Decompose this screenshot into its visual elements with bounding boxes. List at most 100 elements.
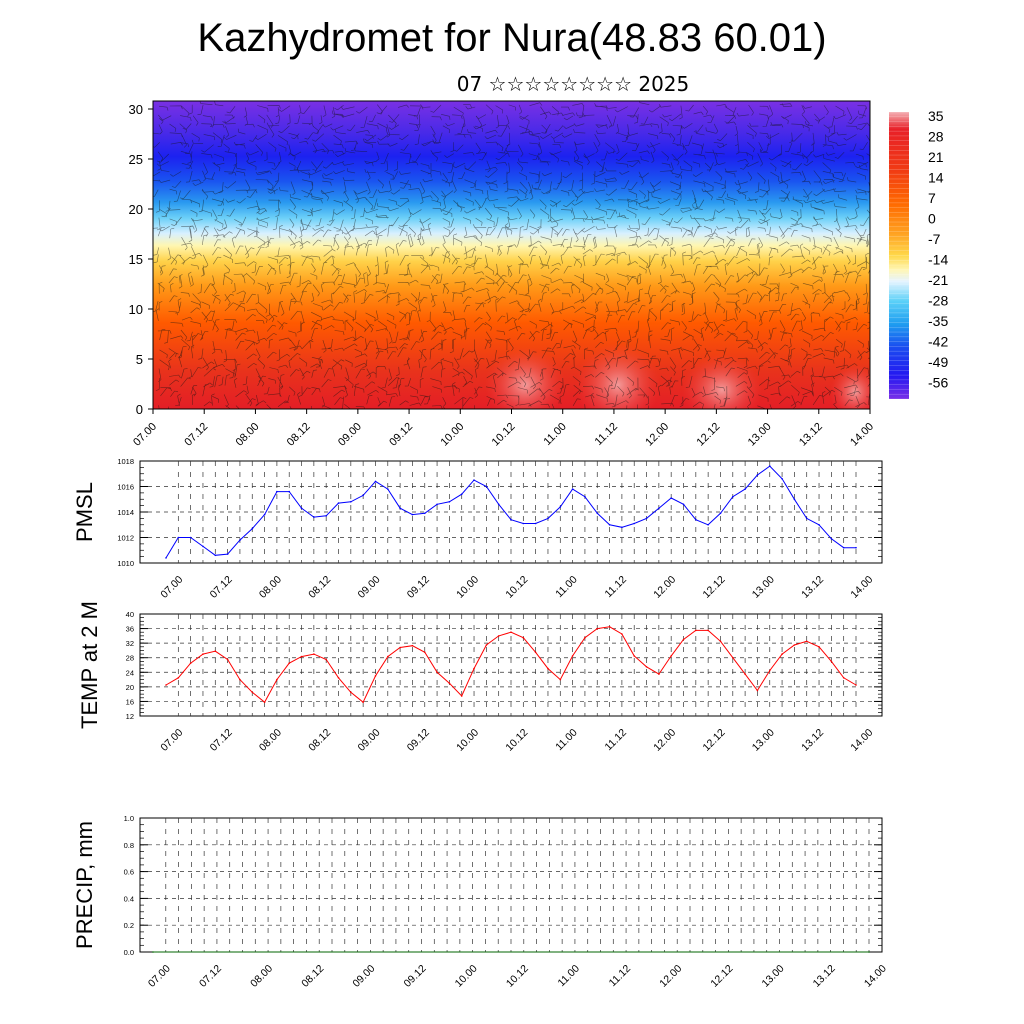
wind-barbs	[153, 101, 870, 409]
x-tick-label: 08.00	[248, 963, 275, 990]
data-point	[485, 644, 488, 646]
heatmap-hotspots	[485, 343, 870, 409]
data-point	[695, 518, 697, 521]
x-tick-label: 10.00	[454, 574, 481, 601]
x-tick-label: 13.12	[799, 574, 826, 601]
data-point	[744, 673, 746, 675]
x-tick-label: 13.00	[760, 963, 787, 990]
x-tick-label: 11.12	[602, 574, 629, 601]
data-point	[436, 671, 438, 674]
heatmap-x-tick-label: 11.12	[593, 421, 620, 448]
x-tick-label: 10.12	[503, 574, 530, 601]
data-point	[868, 951, 870, 953]
data-point	[165, 684, 167, 686]
data-point	[202, 653, 204, 655]
data-point	[670, 655, 672, 657]
data-point	[350, 691, 352, 694]
x-tick-label: 12.12	[701, 574, 728, 601]
data-point	[781, 653, 783, 655]
heatmap-y-tick-label: 20	[129, 202, 143, 217]
data-point	[670, 497, 672, 499]
heatmap-x-tick-label: 13.00	[746, 421, 774, 449]
heatmap-x-tick-label: 10.12	[490, 421, 518, 449]
heatmap-x-tick-label: 09.12	[387, 421, 415, 449]
heatmap-x-tick-label: 11.00	[541, 421, 568, 448]
colorbar-ramp	[889, 112, 909, 399]
wind-barb-strokes	[153, 101, 870, 409]
data-point	[682, 503, 685, 506]
data-point	[645, 517, 648, 520]
data-point	[325, 515, 328, 517]
y-tick-label: 0.6	[124, 868, 134, 877]
data-point	[313, 653, 315, 655]
y-tick-label: 0.8	[124, 841, 134, 850]
data-point	[633, 655, 635, 657]
x-tick-label: 11.12	[607, 963, 634, 990]
data-point	[497, 503, 500, 506]
x-tick-label: 11.00	[553, 727, 580, 754]
data-point	[288, 662, 291, 664]
data-point	[522, 522, 525, 525]
data-point	[337, 677, 340, 679]
data-point	[732, 656, 734, 659]
x-tick-label: 14.00	[848, 574, 875, 601]
y-tick-label: 32	[126, 639, 134, 648]
x-tick-label: 11.00	[556, 963, 583, 990]
x-tick-label: 07.12	[197, 963, 224, 990]
data-point	[362, 494, 364, 497]
heatmap-y-tick-label: 25	[129, 152, 143, 167]
data-point	[707, 524, 709, 526]
x-tick-label: 08.00	[257, 574, 284, 601]
data-point	[658, 507, 660, 510]
data-point	[534, 522, 537, 525]
heatmap-y-tick-label: 5	[136, 352, 143, 367]
data-point	[325, 658, 328, 661]
data-point	[436, 503, 438, 506]
x-tick-label: 09.00	[356, 574, 383, 601]
temp-panel: 12 16 20 24 28 32 36 40 07.00 07.12 08.00 08.12 09.0…	[77, 601, 883, 754]
heatmap-x-tick-label: 08.00	[234, 421, 262, 449]
data-point	[226, 553, 229, 555]
x-tick-label: 11.00	[553, 574, 580, 601]
x-tick-label: 09.12	[405, 574, 432, 601]
chart-subtitle: 07 ☆☆☆☆☆☆☆☆ 2025	[456, 72, 690, 96]
data-point	[818, 646, 820, 648]
data-point	[682, 638, 685, 641]
data-point	[534, 651, 537, 654]
data-point	[214, 650, 217, 652]
data-point	[202, 545, 204, 548]
data-point	[769, 669, 771, 672]
x-tick-label: 10.12	[504, 963, 531, 990]
data-point	[608, 524, 611, 526]
data-point	[732, 495, 734, 498]
x-tick-label: 09.00	[350, 963, 377, 990]
pmsl-panel: 1010 1012 1014 1016 1018 07.00 07.12 08.00 08.12…	[72, 457, 883, 601]
x-tick-label: 08.00	[257, 727, 284, 754]
y-tick-label: 0.0	[124, 948, 134, 957]
x-tick-label: 13.12	[811, 963, 838, 990]
data-point	[842, 546, 845, 549]
y-tick-label: 28	[126, 654, 134, 663]
heatmap-x-tick-label: 07.12	[182, 421, 210, 449]
data-point	[855, 546, 857, 549]
y-tick-label: 0.2	[124, 921, 134, 930]
y-axis-title: PRECIP, mm	[72, 821, 97, 949]
y-tick-label: 1012	[117, 534, 134, 543]
colorbar-label: 0	[928, 211, 936, 227]
data-point	[658, 673, 660, 675]
data-point	[830, 538, 833, 540]
heatmap-y-axis: 0 5 10 15 20 25 30	[129, 102, 153, 417]
data-point	[214, 554, 217, 557]
data-point	[633, 522, 635, 525]
data-point	[584, 495, 586, 498]
x-tick-label: 07.00	[158, 727, 185, 754]
data-point	[251, 527, 254, 530]
data-point	[510, 631, 512, 633]
x-tick-label: 09.12	[402, 963, 429, 990]
colorbar-label: -28	[928, 293, 948, 309]
heatmap-x-tick-label: 14.00	[848, 421, 876, 449]
y-axis-title: TEMP at 2 M	[77, 601, 102, 729]
heatmap-y-tick-label: 0	[136, 402, 143, 417]
x-tick-label: 12.12	[708, 963, 735, 990]
data-point	[793, 644, 796, 646]
